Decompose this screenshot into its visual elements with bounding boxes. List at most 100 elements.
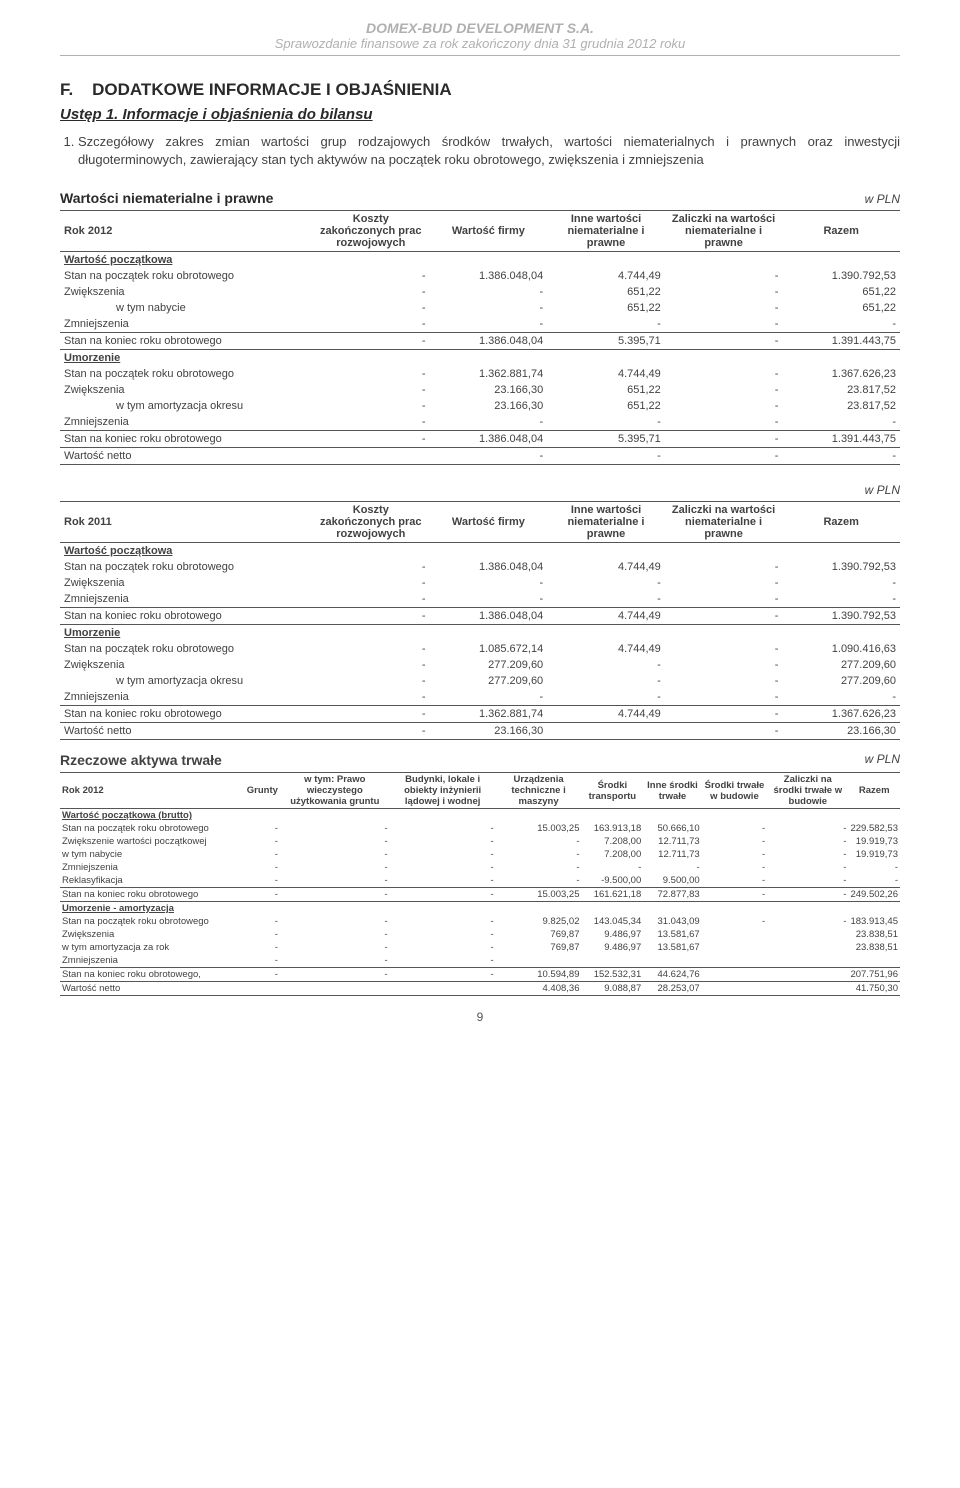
cell: 1.386.048,04 — [430, 431, 548, 448]
cell: 19.919,73 — [848, 835, 900, 848]
cell: - — [767, 915, 848, 928]
cell: 7.208,00 — [581, 848, 643, 861]
cell — [312, 448, 430, 465]
cell — [430, 252, 548, 269]
cell: - — [390, 941, 496, 954]
cell: 1.386.048,04 — [430, 559, 548, 575]
cell: 23.166,30 — [430, 398, 548, 414]
cell: - — [245, 861, 280, 874]
cell: - — [430, 575, 548, 591]
cell — [848, 902, 900, 916]
cell — [665, 543, 783, 560]
cell: - — [702, 888, 767, 902]
cell — [702, 968, 767, 982]
currency-note-3: w PLN — [865, 752, 900, 768]
cell: - — [430, 316, 548, 333]
cell — [782, 625, 900, 642]
cell — [280, 982, 390, 996]
cell: 1.386.048,04 — [430, 333, 548, 350]
cell — [496, 954, 582, 968]
col-wartosc-firmy: Wartość firmy — [430, 211, 548, 252]
cell — [767, 982, 848, 996]
cell: - — [312, 608, 430, 625]
cell — [390, 809, 496, 823]
cell — [547, 625, 665, 642]
cell: - — [390, 874, 496, 888]
rz-col-year: Rok 2012 — [60, 773, 245, 809]
cell: 13.581,67 — [643, 941, 701, 954]
cell: - — [702, 848, 767, 861]
cell: - — [496, 848, 582, 861]
cell: 23.817,52 — [782, 382, 900, 398]
cell: - — [665, 366, 783, 382]
cell: - — [312, 673, 430, 689]
cell: 10.594,89 — [496, 968, 582, 982]
cell: - — [643, 861, 701, 874]
cell: 41.750,30 — [848, 982, 900, 996]
section-heading: F. DODATKOWE INFORMACJE I OBJAŚNIENIA — [60, 80, 900, 100]
cell: 23.166,30 — [430, 382, 548, 398]
col-koszty: Koszty zakończonych prac rozwojowych — [312, 211, 430, 252]
cell: - — [665, 268, 783, 284]
row-label: Stan na koniec roku obrotowego — [60, 706, 312, 723]
cell: - — [390, 968, 496, 982]
cell: - — [547, 414, 665, 431]
cell: - — [547, 448, 665, 465]
cell — [547, 723, 665, 740]
cell: 207.751,96 — [848, 968, 900, 982]
cell: - — [547, 673, 665, 689]
cell: - — [496, 835, 582, 848]
cell: 1.085.672,14 — [430, 641, 548, 657]
cell: 1.362.881,74 — [430, 706, 548, 723]
cell: 143.045,34 — [581, 915, 643, 928]
col-year-2012: Rok 2012 — [60, 211, 312, 252]
cell: 4.744,49 — [547, 641, 665, 657]
cell: - — [280, 835, 390, 848]
cell: - — [312, 268, 430, 284]
cell: 161.621,18 — [581, 888, 643, 902]
cell — [280, 809, 390, 823]
cell: - — [312, 300, 430, 316]
cell: 651,22 — [547, 284, 665, 300]
cell: - — [312, 398, 430, 414]
cell: - — [245, 928, 280, 941]
row-label: w tym amortyzacja okresu — [60, 398, 312, 414]
cell — [280, 902, 390, 916]
cell: 651,22 — [547, 300, 665, 316]
cell: 13.581,67 — [643, 928, 701, 941]
rz-c3: Budynki, lokale i obiekty inżynierii ląd… — [390, 773, 496, 809]
cell: 23.838,51 — [848, 941, 900, 954]
cell: - — [665, 723, 783, 740]
cell: - — [390, 861, 496, 874]
cell: - — [280, 968, 390, 982]
cell — [312, 543, 430, 560]
cell: 277.209,60 — [430, 673, 548, 689]
cell: - — [312, 431, 430, 448]
cell: - — [665, 559, 783, 575]
cell — [665, 350, 783, 367]
cell — [767, 968, 848, 982]
cell — [496, 902, 582, 916]
cell — [782, 350, 900, 367]
cell — [702, 954, 767, 968]
intangibles-title: Wartości niematerialne i prawne — [60, 190, 273, 206]
section-title: DODATKOWE INFORMACJE I OBJAŚNIENIA — [92, 80, 452, 99]
cell: - — [280, 888, 390, 902]
intangibles-2012-table: Rok 2012 Koszty zakończonych prac rozwoj… — [60, 210, 900, 465]
cell: - — [665, 448, 783, 465]
cell: - — [280, 915, 390, 928]
cell — [496, 809, 582, 823]
cell: - — [280, 848, 390, 861]
cell — [430, 350, 548, 367]
cell: - — [547, 689, 665, 706]
rz-c8: Zaliczki na środki trwałe w budowie — [767, 773, 848, 809]
row-label: Zmniejszenia — [60, 954, 245, 968]
cell — [702, 809, 767, 823]
cell — [665, 625, 783, 642]
row-label: Zwiększenia — [60, 382, 312, 398]
cell: - — [496, 874, 582, 888]
col-year-2011: Rok 2011 — [60, 502, 312, 543]
currency-note-1: w PLN — [865, 192, 900, 206]
paragraph-1: Szczegółowy zakres zmian wartości grup r… — [78, 133, 900, 168]
cell: - — [312, 706, 430, 723]
